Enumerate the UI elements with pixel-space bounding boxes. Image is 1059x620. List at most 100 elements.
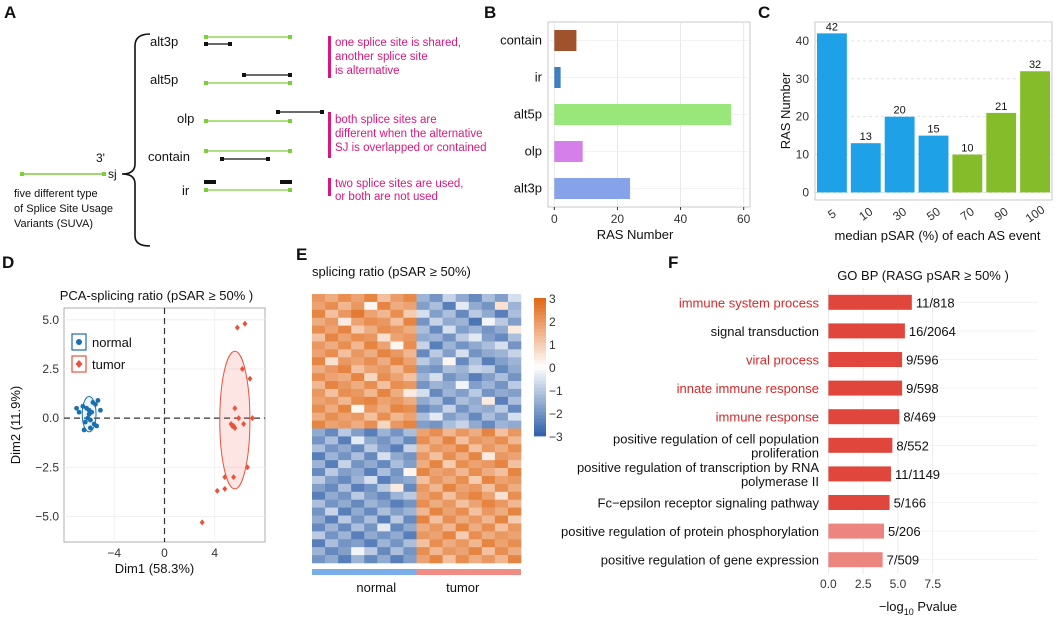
- chart-c-value-label: 13: [860, 131, 872, 143]
- heatmap-cell: [494, 531, 509, 540]
- note-1-line-2: another splice site: [335, 51, 428, 63]
- chart-d-ytick-label: 2.5: [42, 362, 59, 376]
- heatmap-cell: [338, 475, 352, 485]
- sj-start-mark: [20, 172, 24, 176]
- heatmap-cell: [455, 309, 470, 319]
- heatmap-cell: [377, 523, 391, 532]
- heatmap-cell: [377, 499, 391, 508]
- heatmap-cell: [377, 452, 391, 461]
- heatmap-cell: [481, 357, 496, 366]
- chart-c-value-label: 10: [961, 143, 973, 155]
- heatmap-cell: [468, 349, 483, 358]
- heatmap-cell: [403, 357, 417, 366]
- chart-f-bar-label: 8/469: [903, 410, 936, 425]
- heatmap-cell: [507, 404, 522, 413]
- heatmap-cell: [507, 444, 522, 453]
- chart-f-category-label: signal transduction: [711, 324, 819, 339]
- chart-c-bar: [817, 33, 847, 193]
- heatmap-cell: [468, 420, 483, 429]
- heatmap-cell: [442, 301, 456, 311]
- heatmap-cell: [442, 365, 456, 374]
- heatmap-cell: [325, 539, 339, 548]
- heatmap-cell: [442, 555, 456, 564]
- heatmap-cell: [455, 396, 470, 406]
- heatmap-cell: [403, 341, 417, 350]
- colorbar-segment: [534, 404, 546, 409]
- heatmap-cell: [312, 523, 326, 532]
- note-1-line-1: one splice site is shared,: [335, 37, 461, 49]
- heatmap-cell: [429, 325, 443, 334]
- chart-f-bar: [828, 323, 905, 339]
- heatmap-cell: [377, 531, 391, 540]
- heatmap-cell: [390, 499, 404, 508]
- colorbar-segment: [534, 298, 546, 302]
- heatmap-cell: [468, 341, 483, 350]
- heatmap-cell: [507, 452, 522, 461]
- chart-b-xtick-label: 0: [551, 212, 558, 226]
- heatmap-cell: [403, 507, 417, 516]
- chart-d-ellipse-tumor: [219, 350, 251, 490]
- chart-b-xtick-label: 20: [611, 212, 625, 226]
- chart-d-point-tumor: [199, 519, 205, 526]
- heatmap-cell: [455, 420, 470, 429]
- heatmap-cell: [403, 555, 417, 564]
- note-bar-2: [328, 112, 331, 158]
- colorbar-segment: [534, 422, 546, 427]
- heatmap-cell: [351, 452, 365, 461]
- colorbar-segment: [534, 322, 546, 326]
- colorbar-segment: [534, 432, 546, 437]
- heatmap-cell: [442, 294, 456, 303]
- heatmap-cell: [312, 317, 326, 326]
- heatmap-cell: [325, 547, 339, 556]
- heatmap-cell: [494, 341, 509, 350]
- heatmap-cell: [338, 555, 352, 564]
- heatmap-cell: [481, 349, 496, 358]
- heatmap-cell: [494, 436, 509, 445]
- heatmap-cell: [507, 515, 522, 524]
- heatmap-cell: [364, 420, 378, 429]
- heatmap-cell: [390, 301, 404, 311]
- heatmap-cell: [325, 444, 339, 453]
- heatmap-cell: [364, 452, 378, 461]
- chart-f-xlabel-tail: Pvalue: [914, 599, 957, 614]
- heatmap-cell: [481, 381, 496, 390]
- colorbar-segment: [534, 308, 546, 313]
- heatmap-cell: [429, 436, 443, 445]
- heatmap-cell: [468, 404, 483, 413]
- heatmap-cell: [416, 507, 430, 516]
- colorbar-segment: [534, 329, 546, 333]
- chart-d-point-normal: [95, 398, 101, 403]
- heatmap-cell: [390, 373, 404, 382]
- heatmap-cell: [481, 412, 496, 421]
- heatmap-cell: [390, 404, 404, 413]
- heatmap-cell: [481, 301, 496, 311]
- heatmap-cell: [338, 523, 352, 532]
- chart-f-bar: [828, 437, 893, 453]
- heatmap-cell: [351, 507, 365, 516]
- heatmap-cell: [494, 349, 509, 358]
- heatmap-cell: [416, 325, 430, 334]
- heatmap-cell: [312, 341, 326, 350]
- heatmap-cell: [325, 349, 339, 358]
- heatmap-cell: [325, 333, 339, 342]
- heatmap-cell: [481, 388, 496, 398]
- chart-c-ras-by-pSAR: 0 10 20 30 40 42 5 13 10 20 30 15 50 10 70 21 90 32 100 med…: [778, 21, 1053, 243]
- heatmap-cell: [377, 325, 391, 334]
- chart-f-bar-label: 16/2064: [909, 324, 956, 339]
- heatmap-cell: [494, 294, 509, 303]
- heatmap-cell: [351, 460, 365, 469]
- heatmap-cell: [507, 531, 522, 540]
- heatmap-cell: [429, 547, 443, 556]
- heatmap-cell: [351, 317, 365, 326]
- heatmap-cell: [312, 412, 326, 421]
- heatmap-cell: [494, 301, 509, 311]
- heatmap-cell: [338, 444, 352, 453]
- heatmap-cell: [455, 428, 470, 437]
- chart-f-category-label: polymerase II: [741, 474, 819, 489]
- heatmap-cell: [325, 507, 339, 516]
- heatmap-cell: [325, 381, 339, 390]
- heatmap-cell: [416, 373, 430, 382]
- heatmap-cell: [416, 444, 430, 453]
- heatmap-cell: [390, 452, 404, 461]
- heatmap-cell: [351, 412, 365, 421]
